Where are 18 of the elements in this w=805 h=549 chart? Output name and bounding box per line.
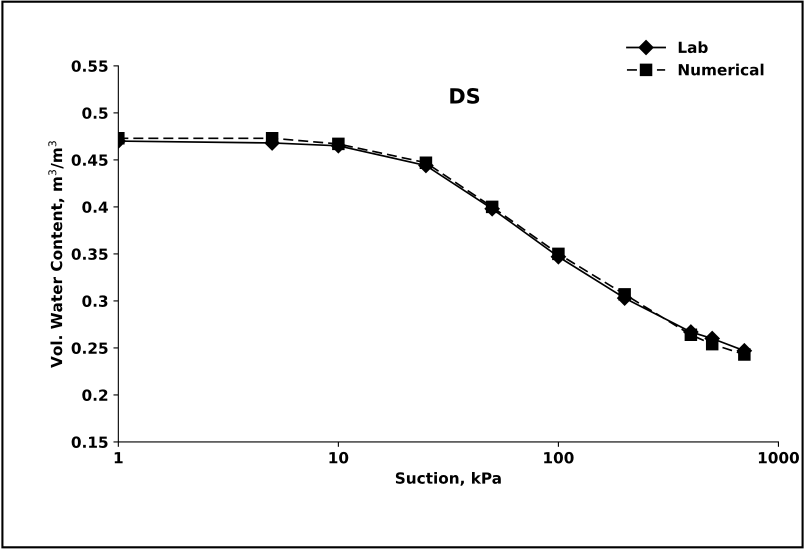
y-tick-label: 0.15 (72, 436, 108, 448)
x-tick-label: 10 (329, 452, 348, 464)
y-tick-label: 0.2 (82, 389, 108, 401)
y-tick-label: 0.4 (82, 201, 108, 213)
x-tick-label: 1 (114, 452, 123, 464)
x-tick-label: 1000 (758, 452, 799, 464)
y-tick-label: 0.5 (82, 107, 108, 119)
y-axis-title: Vol. Water Content, m$^{3}$/m$^{3}$ (48, 141, 64, 368)
legend-label: Numerical (678, 64, 764, 76)
y-tick-label: 0.25 (72, 342, 108, 354)
y-tick-label: 0.3 (82, 295, 108, 307)
y-tick-label: 0.35 (72, 248, 108, 260)
x-tick-label: 100 (544, 452, 574, 464)
y-tick-label: 0.55 (72, 60, 108, 72)
x-axis-title: Suction, kPa (396, 472, 501, 486)
y-tick-label: 0.45 (72, 154, 108, 166)
text: DS (450, 88, 480, 104)
legend-label: Lab (678, 41, 708, 54)
